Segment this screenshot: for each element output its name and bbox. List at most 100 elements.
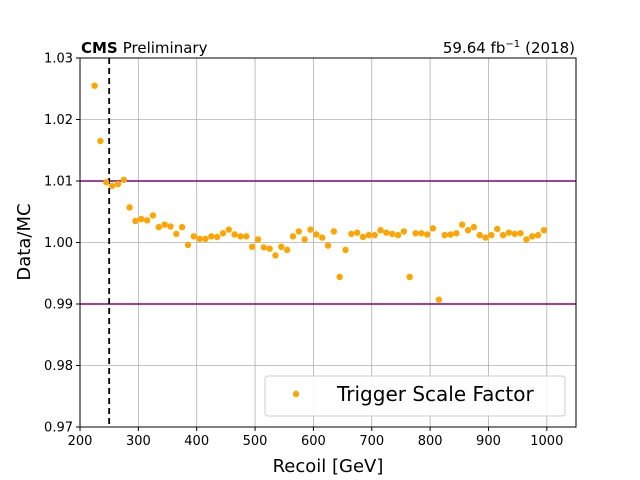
data-point	[301, 236, 308, 243]
data-point	[143, 217, 151, 224]
data-point	[418, 230, 425, 237]
data-point	[103, 179, 110, 186]
data-point	[202, 235, 209, 243]
cms-label: CMS Preliminary	[81, 39, 208, 57]
data-point	[464, 227, 472, 234]
data-point	[406, 273, 413, 281]
data-point	[190, 233, 197, 240]
data-point	[523, 236, 530, 243]
data-point	[278, 243, 285, 251]
reference-lines	[80, 58, 576, 427]
data-point	[441, 231, 448, 239]
data-point	[213, 233, 221, 241]
data-point	[353, 229, 361, 236]
data-point	[336, 273, 343, 281]
data-point	[208, 233, 215, 240]
luminosity-year: (2018)	[525, 39, 575, 57]
legend-box	[264, 375, 566, 417]
data-point	[324, 242, 332, 249]
data-point	[243, 233, 250, 240]
data-point	[120, 176, 127, 183]
data-point	[499, 231, 507, 239]
data-point	[365, 231, 373, 239]
data-point	[260, 244, 268, 251]
cms-label-bold: CMS	[81, 39, 118, 57]
data-point	[178, 223, 186, 231]
data-point	[266, 245, 273, 252]
data-point	[272, 252, 279, 259]
data-point	[295, 228, 303, 235]
data-point	[371, 231, 378, 239]
data-point	[394, 231, 402, 239]
data-point	[388, 230, 396, 238]
x-tick-label: 300	[126, 434, 151, 449]
luminosity-label: 59.64 fb−1 (2018)	[443, 39, 575, 57]
luminosity-value: 59.64 fb	[443, 39, 506, 57]
x-tick-label: 800	[418, 434, 443, 449]
legend-marker	[292, 390, 300, 398]
data-point	[383, 229, 390, 236]
data-point	[126, 204, 133, 211]
legend: Trigger Scale Factor	[264, 375, 566, 417]
data-point	[447, 231, 454, 238]
x-tick-label: 1000	[530, 434, 563, 449]
data-point	[412, 230, 419, 237]
x-tick-label: 200	[68, 434, 93, 449]
y-tick-label: 1.00	[44, 236, 73, 251]
data-point	[307, 226, 314, 233]
data-point	[540, 227, 548, 234]
y-axis-label: Data/MC	[14, 203, 35, 280]
data-point	[167, 223, 174, 230]
data-point	[149, 212, 157, 219]
data-points	[91, 82, 548, 303]
data-point	[529, 233, 536, 240]
x-tick-label: 500	[243, 434, 268, 449]
data-point	[161, 221, 168, 228]
y-tick-label: 1.03	[44, 52, 73, 67]
data-point	[482, 234, 489, 241]
data-point	[138, 215, 145, 223]
x-tick-label: 400	[184, 434, 209, 449]
data-point	[534, 231, 542, 239]
data-point	[511, 230, 518, 238]
data-point	[488, 231, 495, 239]
data-point	[108, 182, 116, 190]
y-tick-label: 0.97	[44, 421, 73, 436]
data-point	[400, 228, 408, 235]
data-point	[435, 296, 443, 303]
cms-label-preliminary: Preliminary	[123, 39, 208, 57]
data-point	[237, 233, 244, 240]
data-point	[318, 234, 326, 241]
x-tick-label: 700	[359, 434, 384, 449]
legend-entry-trigger-scale-factor: Trigger Scale Factor	[336, 382, 534, 406]
data-point	[424, 231, 431, 238]
y-tick-label: 1.02	[44, 113, 73, 128]
data-point	[505, 229, 513, 236]
data-point	[289, 233, 297, 240]
data-point	[377, 227, 384, 234]
axis-ticks: 200 300 400 500 600 700 800 900 1000 0.97 0.98 0.99…	[44, 52, 563, 450]
data-point	[155, 223, 162, 231]
data-point	[313, 231, 320, 238]
data-point	[219, 230, 227, 237]
data-point	[459, 221, 466, 228]
data-point	[348, 230, 355, 238]
data-point	[231, 231, 238, 238]
data-point	[283, 246, 291, 254]
data-point	[359, 233, 367, 241]
data-point	[476, 231, 483, 239]
data-point	[453, 230, 460, 237]
y-tick-label: 0.99	[44, 298, 73, 313]
data-point	[225, 226, 232, 233]
y-tick-label: 1.01	[44, 175, 73, 190]
data-point	[429, 225, 437, 232]
x-tick-label: 900	[476, 434, 501, 449]
data-point	[184, 241, 192, 249]
data-point	[97, 137, 104, 145]
data-point	[114, 180, 122, 188]
data-point	[91, 82, 98, 89]
x-tick-label: 600	[301, 434, 326, 449]
data-point	[196, 235, 203, 243]
x-axis-label: Recoil [GeV]	[273, 456, 384, 477]
